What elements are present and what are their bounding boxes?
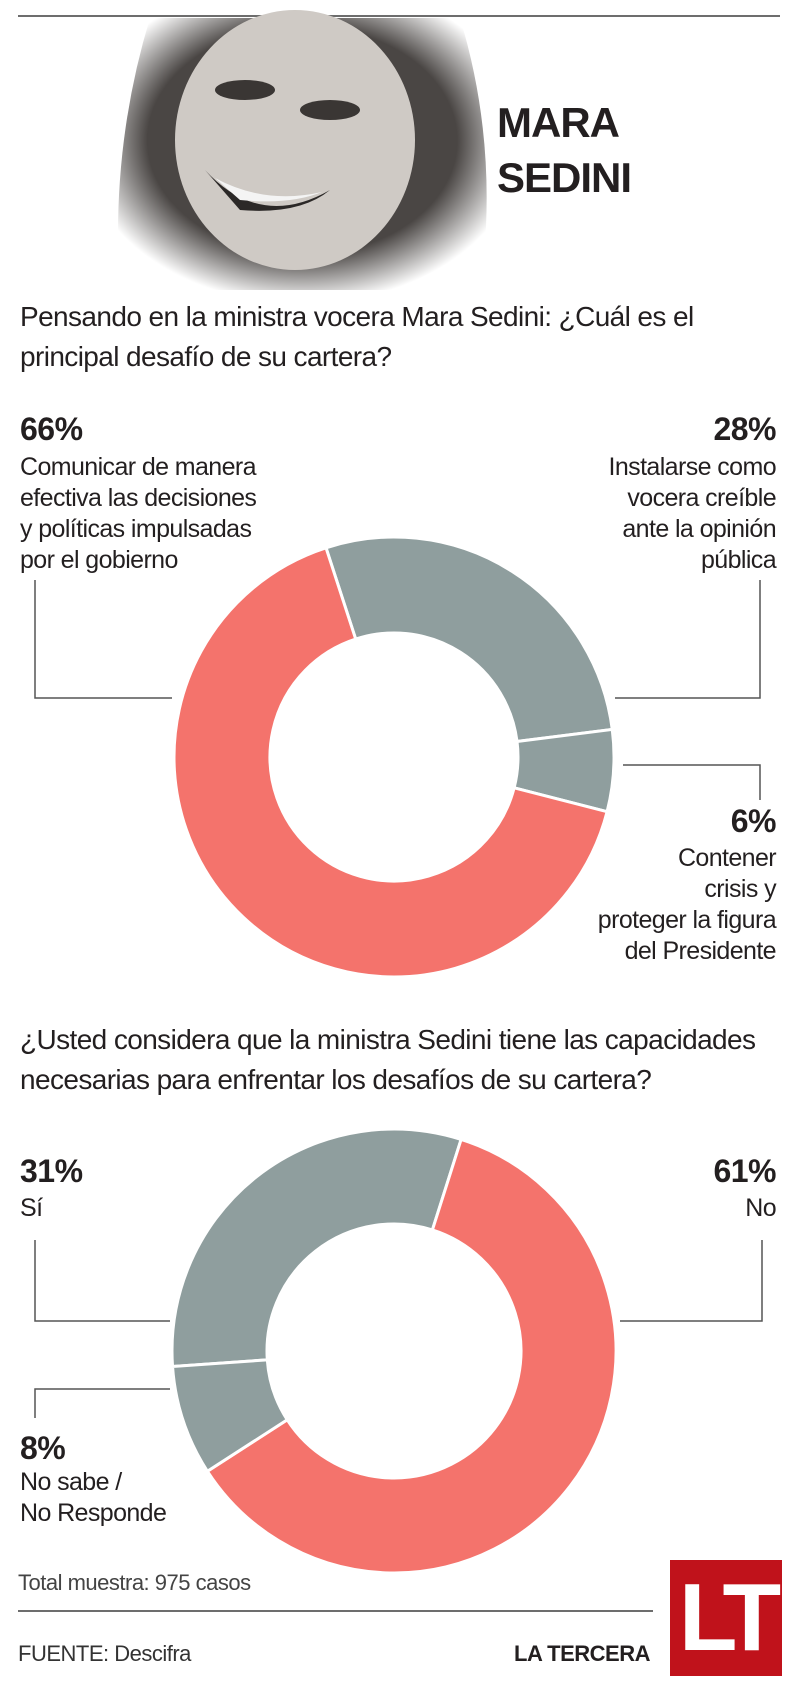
label-line: crisis y [704, 875, 776, 903]
label-line: Comunicar de manera [20, 453, 257, 481]
label-line: No [745, 1194, 776, 1222]
donut-slice-28pct [324, 535, 614, 744]
q1-label-66: Comunicar de manera efectiva las decisio… [20, 452, 257, 576]
leader-line-8 [34, 1388, 170, 1418]
q1-pct-6: 6% [730, 803, 777, 839]
donut-slice-66pct [172, 545, 609, 979]
brand-name: LA TERCERA [514, 1641, 650, 1666]
person-name-last: SEDINI [497, 154, 632, 201]
question-2-title: ¿Usted considera que la ministra Sedini … [20, 1024, 756, 1095]
donut-chart-2 [170, 1127, 618, 1575]
leader-line-66 [34, 580, 172, 699]
brand-logo-text: LT [678, 1564, 781, 1671]
label-line: Contener [677, 844, 777, 872]
label-line: pública [700, 546, 777, 574]
donut-chart-1 [172, 535, 616, 979]
label-line: vocera creíble [627, 484, 776, 512]
person-name-first: MARA [497, 99, 620, 146]
label-line: efectiva las decisiones [20, 484, 257, 512]
label-line: proteger la figura [597, 906, 777, 934]
q1-pct-66: 66% [20, 411, 83, 447]
label-line: No Responde [20, 1499, 167, 1527]
leader-line-6 [623, 764, 761, 800]
leader-line-61 [620, 1240, 763, 1322]
source: FUENTE: Descifra [18, 1641, 191, 1666]
portrait-photo [118, 10, 487, 290]
sample-size: Total muestra: 975 casos [18, 1570, 251, 1595]
q2-pct-31: 31% [20, 1153, 83, 1189]
label-line: ante la opinión [622, 515, 776, 543]
leader-line-31 [34, 1240, 170, 1322]
top-rule [18, 15, 780, 17]
q2-label-8: No sabe / No Responde [20, 1467, 167, 1529]
q1-pct-28: 28% [713, 411, 776, 447]
leader-line-28 [615, 580, 761, 699]
label-line: del Presidente [624, 937, 777, 965]
footer-rule [18, 1610, 653, 1612]
q2-pct-8: 8% [20, 1430, 66, 1466]
q2-label-61: No [745, 1193, 776, 1224]
label-line: por el gobierno [20, 546, 178, 574]
brand-logo: LT [670, 1560, 782, 1676]
label-line: y políticas impulsadas [20, 515, 252, 543]
donut-slice-61pct [205, 1137, 618, 1575]
label-line: Sí [20, 1194, 43, 1222]
q1-label-28: Instalarse como vocera creíble ante la o… [608, 452, 777, 576]
q1-label-6: Contener crisis y proteger la figura del… [597, 843, 777, 967]
q2-label-31: Sí [20, 1193, 43, 1224]
label-line: No sabe / [20, 1468, 122, 1496]
label-line: Instalarse como [608, 453, 777, 481]
donut-slice-8pct [170, 1358, 290, 1474]
q2-pct-61: 61% [713, 1153, 776, 1189]
question-1-title: Pensando en la ministra vocera Mara Sedi… [20, 301, 694, 372]
donut-slice-31pct [170, 1127, 464, 1369]
portrait-face [175, 10, 415, 270]
